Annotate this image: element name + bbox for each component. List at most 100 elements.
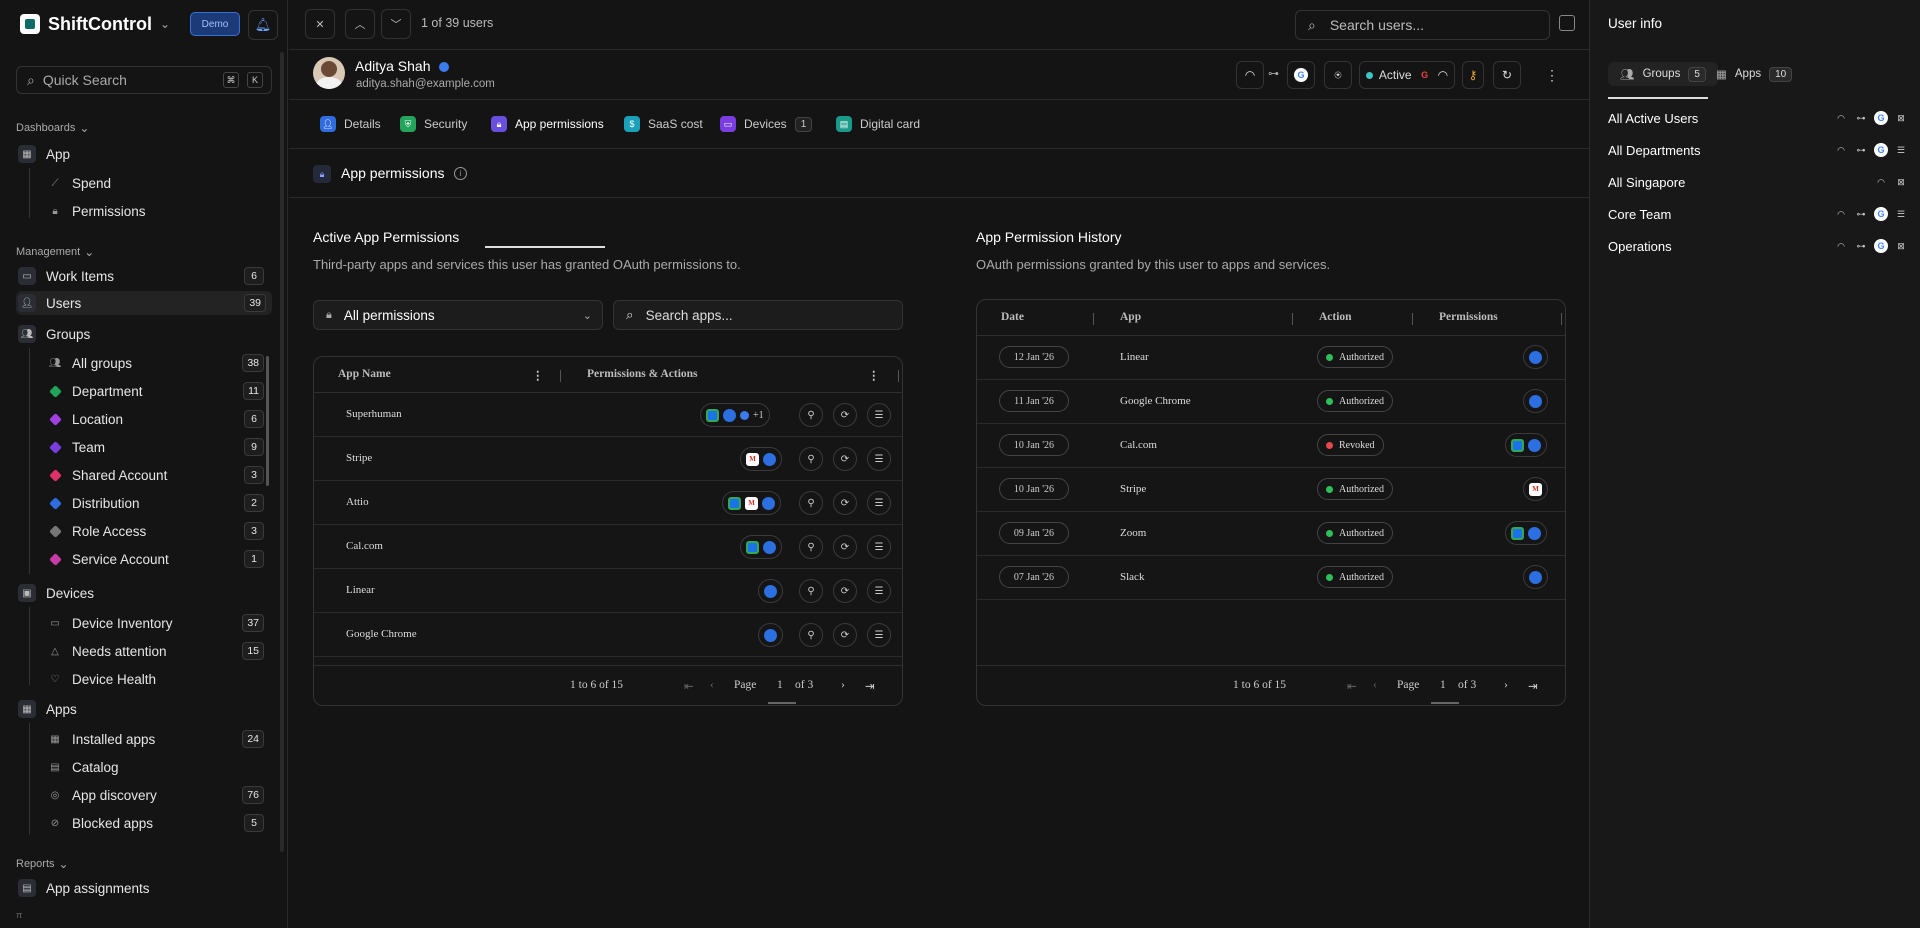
last-page-icon[interactable]: ⇥ xyxy=(865,681,875,693)
column-header[interactable]: App xyxy=(1120,311,1142,323)
demo-badge[interactable]: Demo xyxy=(190,12,240,36)
sidebar-item-blocked-apps[interactable]: ⊘ Blocked apps 5 xyxy=(48,811,270,835)
next-page-icon[interactable]: › xyxy=(841,679,845,691)
permission-chips[interactable] xyxy=(740,535,782,559)
permission-chips[interactable] xyxy=(758,623,783,647)
revoke-user-button[interactable]: ⚲ xyxy=(799,535,823,559)
first-page-icon[interactable]: ⇤ xyxy=(684,681,694,693)
last-page-icon[interactable]: ⇥ xyxy=(1528,681,1538,693)
tab-groups[interactable]: 👥︎ Groups 5 xyxy=(1608,62,1718,86)
toggle-panel-icon[interactable] xyxy=(1559,15,1575,31)
table-row[interactable]: 11 Jan '26 Google Chrome Authorized xyxy=(977,380,1565,424)
details-button[interactable]: ☰ xyxy=(867,491,891,515)
sidebar-item-all-groups[interactable]: 👥︎ All groups 38 xyxy=(48,351,270,375)
sidebar-item-service-account[interactable]: Service Account 1 xyxy=(48,547,270,571)
next-page-icon[interactable]: › xyxy=(1504,679,1508,691)
table-row[interactable]: Cal.com ⚲ ⟳ ☰ xyxy=(314,525,902,569)
key-button[interactable]: ⚷ xyxy=(1462,61,1484,89)
sidebar-item-spend[interactable]: ⟋ Spend xyxy=(48,171,270,195)
refresh-button[interactable]: ↻ xyxy=(1493,61,1521,89)
nav-scroll-thumb[interactable] xyxy=(266,356,269,486)
close-button[interactable]: ✕ xyxy=(305,9,335,39)
first-page-icon[interactable]: ⇤ xyxy=(1347,681,1357,693)
previous-page-icon[interactable]: ‹ xyxy=(710,679,714,691)
sidebar-item-installed-apps[interactable]: ▦ Installed apps 24 xyxy=(48,727,270,751)
section-management[interactable]: Management ⌄ xyxy=(16,245,94,259)
sidebar-item-permissions[interactable]: 🔒︎ Permissions xyxy=(48,199,270,223)
column-separator[interactable] xyxy=(560,370,561,382)
sidebar-scrollbar[interactable] xyxy=(280,52,284,852)
page-number-input[interactable]: 1 xyxy=(1440,679,1446,691)
column-menu-icon[interactable]: ⋮ xyxy=(532,370,544,382)
previous-user-button[interactable]: ︿ xyxy=(345,9,375,39)
block-app-button[interactable]: ⟳ xyxy=(833,491,857,515)
quick-search[interactable]: ⌕ Quick Search ⌘ K xyxy=(16,66,272,94)
avatar[interactable] xyxy=(313,57,345,89)
table-row[interactable]: Stripe M ⚲ ⟳ ☰ xyxy=(314,437,902,481)
column-separator[interactable] xyxy=(898,370,899,382)
column-separator[interactable] xyxy=(1292,313,1293,325)
sidebar-item-catalog[interactable]: ▤ Catalog xyxy=(48,755,270,779)
sidebar-item-needs-attention[interactable]: △ Needs attention 15 xyxy=(48,639,270,663)
tab-apps[interactable]: ▦ Apps 10 xyxy=(1704,62,1804,86)
tab-devices[interactable]: ▭ Devices 1 xyxy=(720,114,813,134)
group-item[interactable]: All Departments ◠ ⊶ G ☰ xyxy=(1608,143,1908,163)
tab-saas-cost[interactable]: $ SaaS cost xyxy=(624,114,703,134)
sidebar-item-role-access[interactable]: Role Access 3 xyxy=(48,519,270,543)
details-button[interactable]: ☰ xyxy=(867,403,891,427)
sidebar-item-work-items[interactable]: ▭ Work Items 6 xyxy=(18,264,270,288)
sidebar-item-groups[interactable]: 👥︎ Groups xyxy=(18,322,270,346)
okta-button[interactable]: ◠ xyxy=(1236,61,1264,89)
group-item[interactable]: Operations ◠ ⊶ G ⊠ xyxy=(1608,239,1908,259)
permission-chips[interactable] xyxy=(1505,521,1547,545)
details-button[interactable]: ☰ xyxy=(867,447,891,471)
sidebar-item-users[interactable]: 👤︎ Users 39 xyxy=(16,291,272,315)
column-header[interactable]: Permissions & Actions xyxy=(587,368,698,380)
tab-digital-card[interactable]: ▤ Digital card xyxy=(836,114,920,134)
permission-chips[interactable] xyxy=(1523,565,1548,589)
previous-page-icon[interactable]: ‹ xyxy=(1373,679,1377,691)
tab-app-permissions[interactable]: 🔒︎ App permissions xyxy=(491,114,604,134)
table-row[interactable]: Attio M ⚲ ⟳ ☰ xyxy=(314,481,902,525)
sidebar-item-app-assignments[interactable]: ▤ App assignments xyxy=(18,876,270,900)
sidebar-item-apps[interactable]: ▦ Apps xyxy=(18,697,270,721)
column-header[interactable]: App Name xyxy=(338,368,391,380)
permission-chips[interactable]: +1 xyxy=(700,403,770,427)
revoke-user-button[interactable]: ⚲ xyxy=(799,491,823,515)
block-app-button[interactable]: ⟳ xyxy=(833,623,857,647)
revoke-user-button[interactable]: ⚲ xyxy=(799,579,823,603)
column-separator[interactable] xyxy=(1412,313,1413,325)
sidebar-item-device-inventory[interactable]: ▭ Device Inventory 37 xyxy=(48,611,270,635)
column-header[interactable]: Action xyxy=(1319,311,1352,323)
search-apps-input[interactable]: ⌕ Search apps... xyxy=(613,300,903,330)
next-user-button[interactable]: ﹀ xyxy=(381,9,411,39)
details-button[interactable]: ☰ xyxy=(867,535,891,559)
group-item[interactable]: Core Team ◠ ⊶ G ☰ xyxy=(1608,207,1908,227)
block-app-button[interactable]: ⟳ xyxy=(833,403,857,427)
block-app-button[interactable]: ⟳ xyxy=(833,535,857,559)
section-dashboards[interactable]: Dashboards ⌄ xyxy=(16,121,89,135)
permissions-filter-select[interactable]: 🔒︎ All permissions ⌄ xyxy=(313,300,603,330)
sidebar-item-distribution[interactable]: Distribution 2 xyxy=(48,491,270,515)
revoke-user-button[interactable]: ⚲ xyxy=(799,623,823,647)
group-item[interactable]: All Active Users ◠ ⊶ G ⊠ xyxy=(1608,111,1908,131)
table-row[interactable]: 07 Jan '26 Slack Authorized xyxy=(977,556,1565,600)
column-menu-icon[interactable]: ⋮ xyxy=(868,370,880,382)
permission-chips[interactable] xyxy=(758,579,783,603)
block-app-button[interactable]: ⟳ xyxy=(833,447,857,471)
revoke-user-button[interactable]: ⚲ xyxy=(799,403,823,427)
permission-chips[interactable] xyxy=(1505,433,1547,457)
column-header[interactable]: Date xyxy=(1001,311,1024,323)
table-row[interactable]: Superhuman +1 ⚲ ⟳ ☰ xyxy=(314,393,902,437)
revoke-user-button[interactable]: ⚲ xyxy=(799,447,823,471)
page-number-input[interactable]: 1 xyxy=(777,679,783,691)
table-row[interactable]: 10 Jan '26 Stripe Authorized M xyxy=(977,468,1565,512)
tab-security[interactable]: ⛨ Security xyxy=(400,114,467,134)
column-separator[interactable] xyxy=(1093,313,1094,325)
sidebar-item-app[interactable]: ▦ App xyxy=(18,142,270,166)
permission-chips[interactable]: M xyxy=(740,447,782,471)
permission-chips[interactable] xyxy=(1523,345,1548,369)
table-row[interactable]: 10 Jan '26 Cal.com Revoked xyxy=(977,424,1565,468)
notifications-button[interactable]: 🔔︎ xyxy=(248,10,278,40)
info-icon[interactable]: i xyxy=(454,167,467,180)
